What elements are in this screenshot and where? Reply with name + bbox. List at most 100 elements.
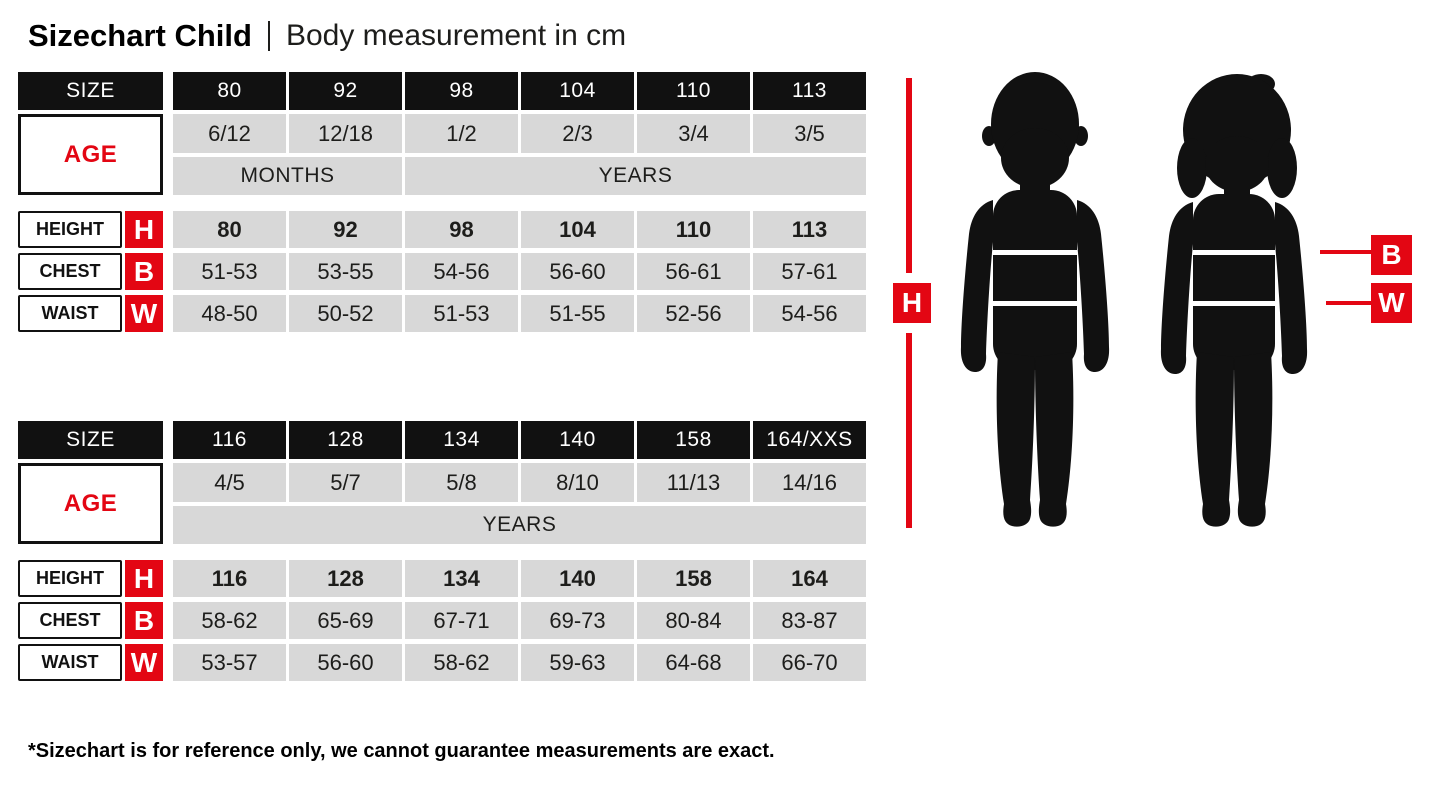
table1-size-3: 104 — [521, 72, 634, 110]
table1-height-label: HEIGHT — [18, 211, 122, 248]
sizechart-table-2: SIZE 116 128 134 140 158 164/XXS AGE 4/5… — [18, 421, 866, 681]
table2-height-5: 164 — [753, 560, 866, 597]
table1-age-4: 3/4 — [637, 114, 750, 153]
table2-height-4: 158 — [637, 560, 750, 597]
waist-measure-line — [1326, 301, 1371, 305]
table1-chest-letter-badge: B — [125, 253, 163, 290]
table2-size-5: 164/XXS — [753, 421, 866, 459]
table2-size-0: 116 — [173, 421, 286, 459]
table2-waist-4: 64-68 — [637, 644, 750, 681]
table1-height-5: 113 — [753, 211, 866, 248]
table1-age-1: 12/18 — [289, 114, 402, 153]
table2-age-5: 14/16 — [753, 463, 866, 502]
table1-size-4: 110 — [637, 72, 750, 110]
title-subtitle: Body measurement in cm — [285, 19, 627, 52]
table2-height-3: 140 — [521, 560, 634, 597]
table2-height-2: 134 — [405, 560, 518, 597]
table1-chest-0: 51-53 — [173, 253, 286, 290]
table1-waist-2: 51-53 — [405, 295, 518, 332]
table1-age-2: 1/2 — [405, 114, 518, 153]
sizechart-table-1: SIZE 80 92 98 104 110 113 AGE 6/12 12/18… — [18, 72, 866, 332]
boy-silhouette — [960, 72, 1110, 527]
table1-height-2: 98 — [405, 211, 518, 248]
table1-size-0: 80 — [173, 72, 286, 110]
table2-age-1: 5/7 — [289, 463, 402, 502]
table2-chest-label: CHEST — [18, 602, 122, 639]
table2-waist-2: 58-62 — [405, 644, 518, 681]
table2-size-1: 128 — [289, 421, 402, 459]
table1-size-header: SIZE — [18, 72, 163, 110]
table1-height-letter-badge: H — [125, 211, 163, 248]
title-divider — [267, 21, 270, 51]
table1-body-grid: HEIGHT H 80 92 98 104 110 113 CHEST B 51… — [18, 211, 866, 332]
table1-height-0: 80 — [173, 211, 286, 248]
table2-height-0: 116 — [173, 560, 286, 597]
table1-height-3: 104 — [521, 211, 634, 248]
table1-waist-5: 54-56 — [753, 295, 866, 332]
table2-waist-0: 53-57 — [173, 644, 286, 681]
table2-size-header: SIZE — [18, 421, 163, 459]
table1-chest-label: CHEST — [18, 253, 122, 290]
table2-waist-letter-badge: W — [125, 644, 163, 681]
table1-unit-years: YEARS — [405, 157, 866, 195]
table2-waist-3: 59-63 — [521, 644, 634, 681]
height-h-badge: H — [893, 283, 931, 323]
chest-measure-line — [1320, 250, 1371, 254]
table1-chest-2: 54-56 — [405, 253, 518, 290]
table2-age-0: 4/5 — [173, 463, 286, 502]
table1-chest-3: 56-60 — [521, 253, 634, 290]
page-title: Sizechart Child Body measurement in cm — [28, 18, 626, 54]
table1-age-header: AGE — [18, 114, 163, 195]
table1-size-2: 98 — [405, 72, 518, 110]
table2-age-4: 11/13 — [637, 463, 750, 502]
table2-chest-5: 83-87 — [753, 602, 866, 639]
waist-w-badge: W — [1371, 283, 1412, 323]
table2-chest-0: 58-62 — [173, 602, 286, 639]
table2-age-3: 8/10 — [521, 463, 634, 502]
table2-header-grid: SIZE 116 128 134 140 158 164/XXS AGE 4/5… — [18, 421, 866, 544]
table1-waist-3: 51-55 — [521, 295, 634, 332]
table2-waist-5: 66-70 — [753, 644, 866, 681]
height-measure-line-top — [906, 78, 912, 273]
table1-waist-0: 48-50 — [173, 295, 286, 332]
chest-b-badge: B — [1371, 235, 1412, 275]
table1-age-0: 6/12 — [173, 114, 286, 153]
table1-header-grid: SIZE 80 92 98 104 110 113 AGE 6/12 12/18… — [18, 72, 866, 195]
table2-height-label: HEIGHT — [18, 560, 122, 597]
footer-note: *Sizechart is for reference only, we can… — [28, 740, 775, 762]
table1-waist-letter-badge: W — [125, 295, 163, 332]
table2-size-2: 134 — [405, 421, 518, 459]
table1-age-5: 3/5 — [753, 114, 866, 153]
table2-waist-label: WAIST — [18, 644, 122, 681]
table2-size-3: 140 — [521, 421, 634, 459]
table2-body-grid: HEIGHT H 116 128 134 140 158 164 CHEST B… — [18, 560, 866, 681]
table1-chest-5: 57-61 — [753, 253, 866, 290]
table2-chest-4: 80-84 — [637, 602, 750, 639]
table2-chest-letter-badge: B — [125, 602, 163, 639]
table1-age-3: 2/3 — [521, 114, 634, 153]
table2-height-1: 128 — [289, 560, 402, 597]
table1-chest-4: 56-61 — [637, 253, 750, 290]
table1-waist-1: 50-52 — [289, 295, 402, 332]
table1-waist-label: WAIST — [18, 295, 122, 332]
height-measure-line-bottom — [906, 333, 912, 528]
table2-chest-2: 67-71 — [405, 602, 518, 639]
table2-chest-1: 65-69 — [289, 602, 402, 639]
table1-chest-1: 53-55 — [289, 253, 402, 290]
table1-size-1: 92 — [289, 72, 402, 110]
girl-silhouette — [1160, 74, 1308, 527]
table1-waist-4: 52-56 — [637, 295, 750, 332]
table2-size-4: 158 — [637, 421, 750, 459]
table1-size-5: 113 — [753, 72, 866, 110]
table2-height-letter-badge: H — [125, 560, 163, 597]
table2-age-header: AGE — [18, 463, 163, 544]
table1-unit-months: MONTHS — [173, 157, 402, 195]
table2-chest-3: 69-73 — [521, 602, 634, 639]
table2-waist-1: 56-60 — [289, 644, 402, 681]
table2-age-2: 5/8 — [405, 463, 518, 502]
table2-unit-years: YEARS — [173, 506, 866, 544]
table1-height-4: 110 — [637, 211, 750, 248]
table1-height-1: 92 — [289, 211, 402, 248]
title-main: Sizechart Child — [28, 18, 252, 53]
